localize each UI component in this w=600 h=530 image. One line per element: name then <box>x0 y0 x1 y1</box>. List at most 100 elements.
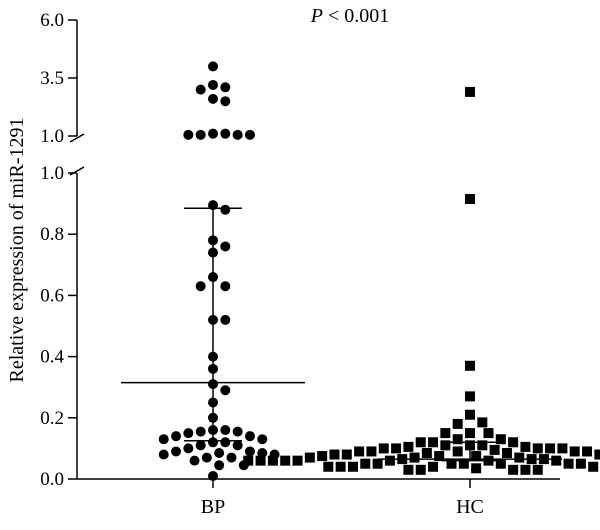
data-point-bp <box>208 200 218 211</box>
data-point-bp <box>208 470 218 481</box>
data-point-hc <box>304 452 315 463</box>
data-point-bp <box>220 128 231 139</box>
data-point-hc <box>575 458 586 469</box>
data-point-bp <box>195 440 206 451</box>
data-marks <box>121 61 600 481</box>
data-point-bp <box>208 61 218 72</box>
data-point-bp <box>220 385 231 396</box>
data-point-hc <box>409 452 420 463</box>
data-point-hc <box>428 461 439 472</box>
data-point-hc <box>508 437 519 448</box>
data-point-bp <box>208 235 218 246</box>
data-point-hc <box>471 451 482 462</box>
data-point-hc <box>465 360 475 371</box>
data-point-hc <box>495 434 506 445</box>
data-point-bp <box>183 428 194 439</box>
data-point-hc <box>335 461 346 472</box>
data-point-bp <box>183 129 194 140</box>
data-point-hc <box>378 443 389 454</box>
data-point-hc <box>465 428 475 439</box>
y-tick-label: 0.6 <box>40 285 64 306</box>
data-point-hc <box>495 458 506 469</box>
data-point-hc <box>532 443 543 454</box>
data-point-hc <box>526 454 537 465</box>
data-point-bp <box>195 129 206 140</box>
data-point-hc <box>440 428 451 439</box>
data-point-hc <box>329 449 340 460</box>
data-point-bp <box>220 425 231 436</box>
data-point-hc <box>563 458 574 469</box>
data-point-bp <box>257 447 268 458</box>
data-point-bp <box>208 412 218 423</box>
data-point-bp <box>232 426 243 437</box>
y-tick-label: 3.5 <box>40 68 64 89</box>
y-tick-label: 0.0 <box>40 469 64 490</box>
data-point-hc <box>582 446 593 457</box>
p-value-italic: P <box>310 5 323 27</box>
p-value-rest: < 0.001 <box>323 5 389 27</box>
data-point-hc <box>483 455 494 466</box>
y-axis-label: Relative expression of miR-1291 <box>6 118 28 383</box>
data-point-hc <box>520 441 531 452</box>
data-point-hc <box>465 194 475 205</box>
data-point-bp <box>201 452 212 463</box>
data-point-bp <box>220 437 231 448</box>
data-point-bp <box>232 440 243 451</box>
data-point-bp <box>220 281 231 292</box>
data-point-bp <box>220 82 231 93</box>
axis-break-mark <box>69 133 85 143</box>
data-point-hc <box>421 447 432 458</box>
data-point-hc <box>280 455 291 466</box>
data-point-bp <box>195 84 206 95</box>
data-point-hc <box>551 455 562 466</box>
y-tick-label: 1.0 <box>40 163 64 184</box>
data-point-bp <box>257 434 268 445</box>
data-point-bp <box>171 446 182 457</box>
data-point-bp <box>195 281 206 292</box>
data-point-hc <box>477 417 488 428</box>
data-point-hc <box>366 446 377 457</box>
data-point-hc <box>508 464 519 475</box>
y-tick-label: 1.0 <box>40 126 64 147</box>
data-point-hc <box>372 458 383 469</box>
data-point-hc <box>594 449 600 460</box>
data-point-hc <box>452 446 463 457</box>
data-point-bp <box>244 129 255 140</box>
data-point-hc <box>384 455 395 466</box>
data-point-hc <box>415 464 426 475</box>
data-point-bp <box>158 449 169 460</box>
data-point-hc <box>532 464 543 475</box>
x-tick-label: HC <box>456 496 484 518</box>
data-point-hc <box>557 443 568 454</box>
y-tick-label: 0.8 <box>40 224 64 245</box>
data-point-bp <box>208 247 218 258</box>
data-point-hc <box>428 437 439 448</box>
data-point-hc <box>317 451 328 462</box>
data-point-hc <box>255 455 266 466</box>
data-point-bp <box>208 397 218 408</box>
data-point-bp <box>220 241 231 252</box>
data-point-hc <box>569 446 580 457</box>
data-point-hc <box>514 452 525 463</box>
data-point-hc <box>588 461 599 472</box>
data-point-bp <box>244 446 255 457</box>
data-point-hc <box>243 455 254 466</box>
y-tick-label: 0.4 <box>40 347 64 368</box>
data-point-hc <box>354 446 365 457</box>
data-point-bp <box>220 96 231 107</box>
data-point-hc <box>471 463 482 474</box>
data-point-bp <box>232 129 243 140</box>
data-point-bp <box>214 447 225 458</box>
data-point-hc <box>520 464 531 475</box>
data-point-hc <box>397 454 408 465</box>
data-point-hc <box>465 391 475 402</box>
data-point-hc <box>292 455 303 466</box>
data-point-bp <box>226 452 237 463</box>
data-point-hc <box>477 440 488 451</box>
data-point-hc <box>434 451 445 462</box>
data-point-hc <box>538 454 549 465</box>
data-point-hc <box>347 461 358 472</box>
data-point-bp <box>195 426 206 437</box>
data-point-hc <box>440 440 451 451</box>
